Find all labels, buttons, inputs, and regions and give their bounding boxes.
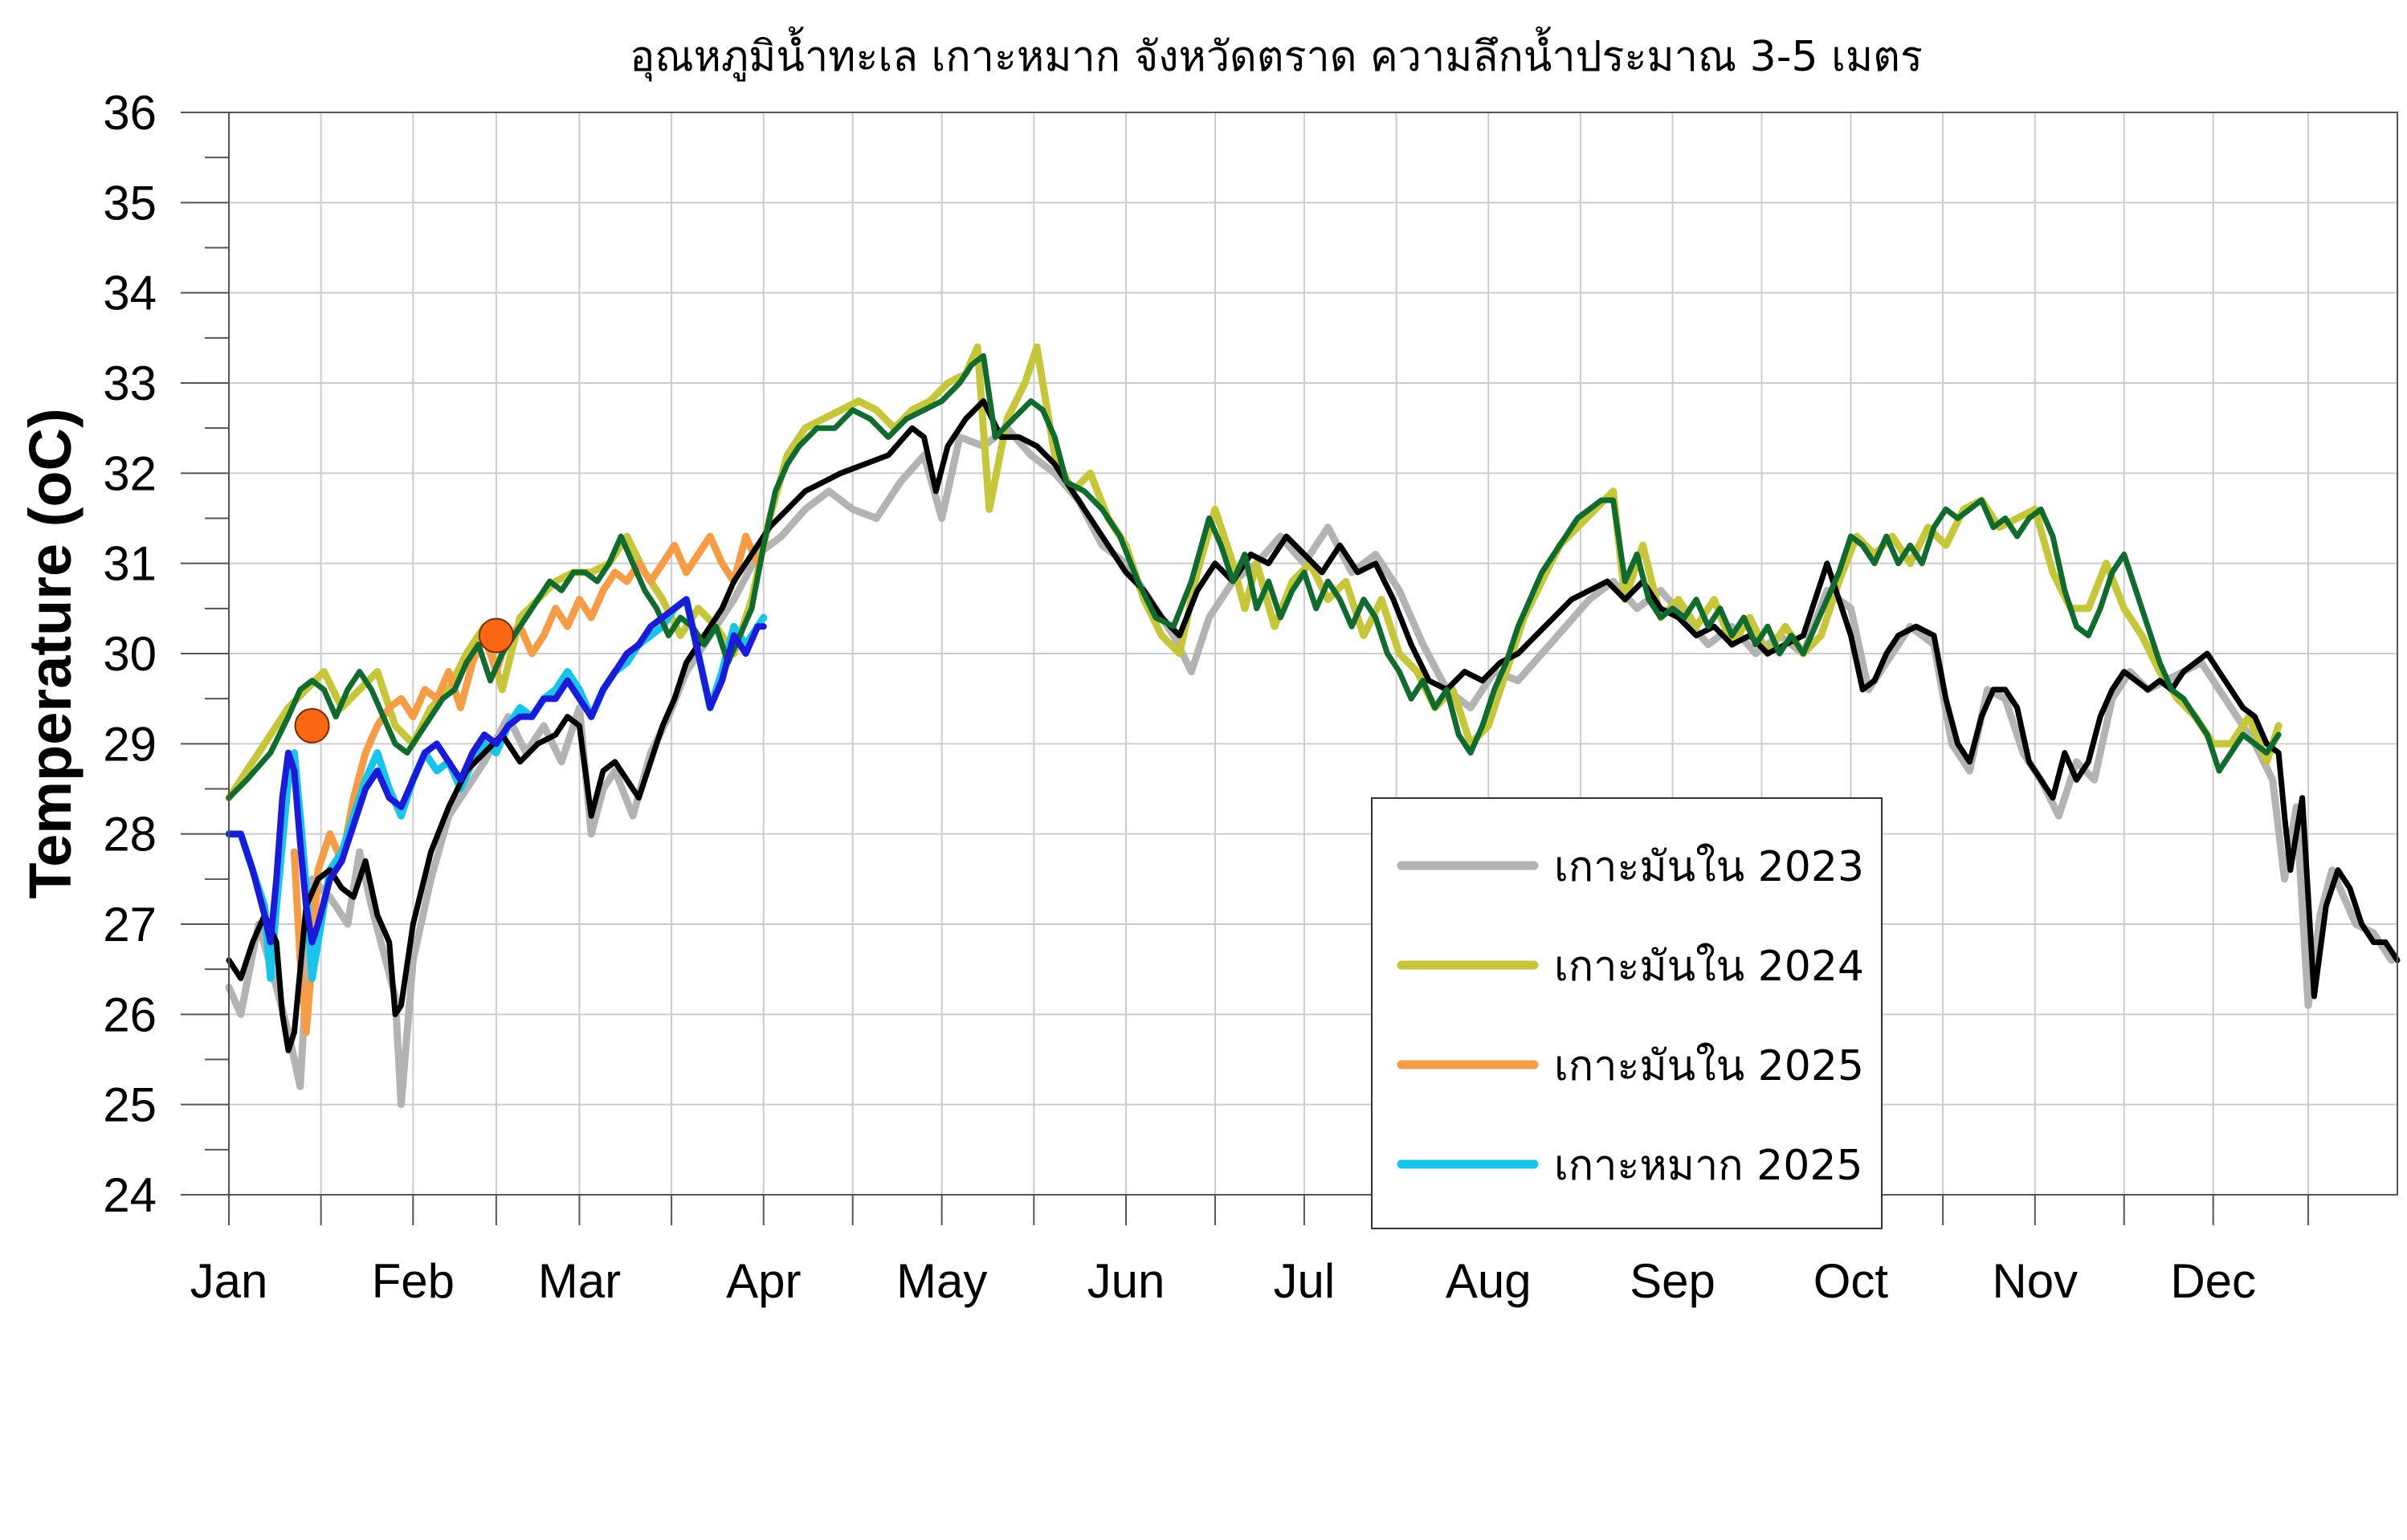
y-tick-label: 29 (103, 717, 157, 771)
plot-frame (228, 112, 2398, 1196)
x-tick-label-mar: Mar (538, 1254, 621, 1308)
y-axis-ticks: 24 25 26 27 28 29 30 31 32 33 34 35 36 (103, 86, 229, 1222)
series-line-6 (226, 352, 2282, 801)
y-tick-label: 35 (103, 176, 157, 230)
y-tick-label: 27 (103, 898, 157, 951)
y-tick-label: 31 (103, 537, 157, 591)
x-tick-label-dec: Dec (2170, 1254, 2256, 1308)
y-axis-label: Temperature (oC) (17, 408, 84, 898)
highlight-marker (478, 617, 514, 654)
y-tick-label: 30 (103, 627, 157, 681)
y-tick-label: 32 (103, 446, 157, 500)
series-line-1 (225, 424, 2396, 1109)
x-axis-ticks: Jan Feb Mar Apr May Jun Jul Aug Sep Oct Nov Dec (190, 1195, 2310, 1308)
x-tick-label-jun: Jun (1087, 1254, 1165, 1308)
highlight-markers (294, 617, 514, 744)
x-tick-label-feb: Feb (372, 1254, 455, 1308)
x-tick-label-jan: Jan (190, 1254, 268, 1308)
series-line-5 (226, 398, 2401, 1053)
legend-label: เกาะมันใน 2025 (1554, 1042, 1864, 1090)
y-tick-label: 34 (103, 267, 157, 320)
y-tick-label: 24 (103, 1168, 157, 1222)
x-tick-label-nov: Nov (1992, 1254, 2078, 1308)
y-tick-label: 33 (103, 356, 157, 410)
x-tick-label-may: May (896, 1254, 987, 1308)
y-tick-label: 28 (103, 808, 157, 862)
legend-label: เกาะหมาก 2025 (1554, 1142, 1863, 1190)
legend-label: เกาะมันใน 2024 (1554, 943, 1864, 991)
series-line-2 (225, 343, 2283, 802)
x-tick-label-jul: Jul (1274, 1254, 1336, 1308)
x-tick-label-aug: Aug (1446, 1254, 1532, 1308)
series-line-7 (226, 596, 767, 946)
y-tick-label: 26 (103, 988, 157, 1041)
x-tick-label-sep: Sep (1630, 1254, 1715, 1308)
y-tick-label: 25 (103, 1078, 157, 1132)
highlight-marker (294, 707, 330, 744)
x-tick-label-apr: Apr (726, 1254, 801, 1308)
series-lines (225, 343, 2401, 1109)
chart-title: อุณหภูมิน้ำทะเล เกาะหมาก จังหวัดตราด ควา… (630, 26, 1923, 82)
grid-lines (228, 112, 2397, 1196)
legend-label: เกาะมันใน 2023 (1554, 843, 1864, 891)
y-tick-label: 36 (103, 86, 157, 140)
x-tick-label-oct: Oct (1813, 1254, 1889, 1308)
legend: เกาะมันใน 2023 เกาะมันใน 2024 เกาะมันใน 20… (1371, 797, 1883, 1229)
